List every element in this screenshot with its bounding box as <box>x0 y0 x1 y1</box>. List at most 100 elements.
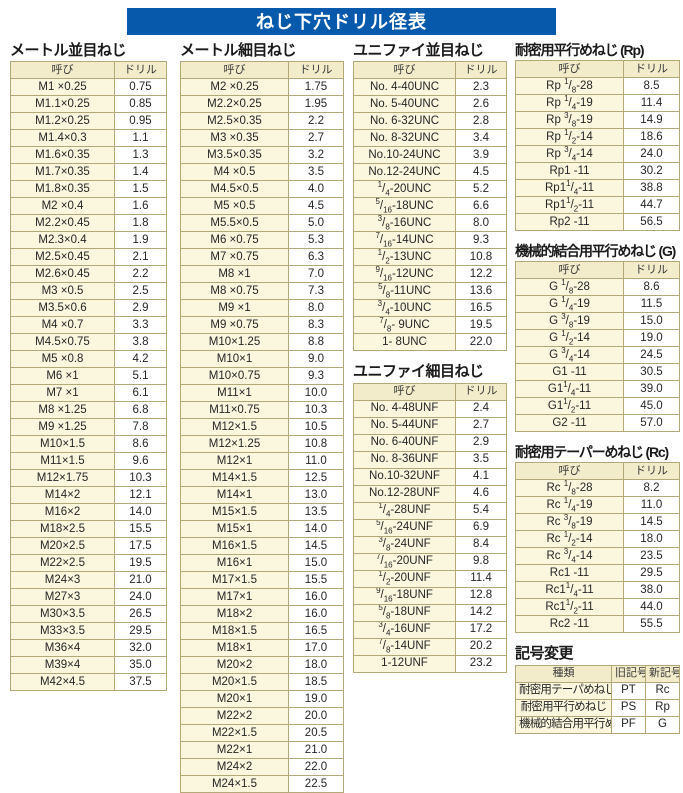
cell-drill-diameter: 3.9 <box>455 146 507 165</box>
section-title-rp: 耐密用平行めねじ (Rp) <box>515 42 644 58</box>
cell-thread-name: 3/4-10UNC <box>353 299 456 318</box>
table-rc: 呼び ドリル Rc 1/8-28 8.2 Rc 1/4-19 11.0 Rc 3/8-1… <box>515 462 680 634</box>
col-header-name: 呼び <box>353 61 456 80</box>
table-row: Rc 1/2-14 18.0 <box>515 530 680 549</box>
cell-thread-name: No. 5-40UNC <box>353 95 456 114</box>
cell-drill-diameter: 5.0 <box>288 214 344 233</box>
cell-thread-name: M14×2 <box>10 486 115 505</box>
table-unc: 呼び ドリル No. 4-40UNC 2.3 No. 5-40UNC 2.6 No. 6… <box>353 61 507 352</box>
cell-thread-name: No.12-28UNF <box>353 484 456 503</box>
table-row: M16×1.5 14.5 <box>180 537 344 556</box>
cell-drill-diameter: 12.8 <box>455 586 507 605</box>
cell-drill-diameter: 2.9 <box>114 299 167 318</box>
cell-thread-name: M2.2×0.45 <box>10 214 115 233</box>
cell-thread-name: Rc2 -11 <box>515 615 624 634</box>
cell-drill-diameter: 11.5 <box>623 295 680 314</box>
cell-drill-diameter: 8.3 <box>288 316 344 335</box>
table-row: M6 ×1 5.1 <box>10 367 167 386</box>
table-row: G 1/8-28 8.6 <box>515 278 680 297</box>
table-row: 1-12UNF 23.2 <box>353 654 507 673</box>
table-row: M2.2×0.25 1.95 <box>180 95 344 114</box>
col-header-drill: ドリル <box>623 60 680 79</box>
cell-thread-name: 9/16-12UNC <box>353 265 456 284</box>
cell-thread-name: M4 ×0.5 <box>180 163 289 182</box>
table-row: M1.6×0.35 1.3 <box>10 146 167 165</box>
col-header-name: 呼び <box>515 462 624 481</box>
cell-old-symbol: PT <box>611 681 646 700</box>
cell-thread-name: M5.5×0.5 <box>180 214 289 233</box>
cell-drill-diameter: 26.5 <box>114 605 167 624</box>
cell-drill-diameter: 3.3 <box>114 316 167 335</box>
cell-thread-name: M12×1 <box>180 452 289 471</box>
cell-drill-diameter: 30.5 <box>623 363 680 382</box>
table-row: M4.5×0.75 3.8 <box>10 333 167 352</box>
cell-thread-name: M7 ×0.75 <box>180 248 289 267</box>
cell-drill-diameter: 2.5 <box>114 282 167 301</box>
cell-thread-name: G11/4-11 <box>515 380 624 399</box>
cell-thread-name: M9 ×1 <box>180 299 289 318</box>
cell-drill-diameter: 9.0 <box>288 350 344 369</box>
cell-drill-diameter: 8.0 <box>455 214 507 233</box>
cell-drill-diameter: 5.3 <box>288 231 344 250</box>
cell-drill-diameter: 2.1 <box>114 248 167 267</box>
cell-thread-name: M30×3.5 <box>10 605 115 624</box>
section-title-g: 機械的結合用平行めねじ (G) <box>515 243 676 260</box>
cell-drill-diameter: 1.8 <box>114 214 167 233</box>
cell-thread-name: Rp 3/8-19 <box>515 111 624 130</box>
cell-thread-name: 5/16-24UNF <box>353 518 456 537</box>
cell-thread-name: M2 ×0.4 <box>10 197 115 216</box>
cell-old-symbol: PS <box>611 698 646 717</box>
table-row: M20×1 19.0 <box>180 690 344 709</box>
cell-thread-name: 3/8-24UNF <box>353 535 456 554</box>
cell-drill-diameter: 15.0 <box>623 312 680 331</box>
table-row: M2 ×0.25 1.75 <box>180 78 344 97</box>
cell-drill-diameter: 8.5 <box>623 77 680 96</box>
table-row: M10×1.25 8.8 <box>180 333 344 352</box>
cell-thread-name: M1.4×0.3 <box>10 129 115 148</box>
spacer <box>515 432 683 444</box>
cell-thread-name: M1.2×0.25 <box>10 112 115 131</box>
cell-thread-kind: 機械的結合用平行めねじ <box>515 715 612 734</box>
col-header-drill: ドリル <box>455 61 507 80</box>
table-row: M24×2 22.0 <box>180 758 344 777</box>
cell-drill-diameter: 15.5 <box>288 571 344 590</box>
table-row: 7/8- 9UNC 19.5 <box>353 316 507 335</box>
cell-thread-name: Rc1 -11 <box>515 564 624 583</box>
cell-thread-name: M1.7×0.35 <box>10 163 115 182</box>
table-row: M11×1.5 9.6 <box>10 452 167 471</box>
table-body: No. 4-48UNF 2.4 No. 5-44UNF 2.7 No. 6-40UNF 2… <box>353 399 507 673</box>
table-row: M2.6×0.45 2.2 <box>10 265 167 284</box>
cell-drill-diameter: 19.0 <box>623 329 680 348</box>
col-header-drill: ドリル <box>623 462 680 481</box>
cell-thread-name: M22×2.5 <box>10 554 115 573</box>
table-g: 呼び ドリル G 1/8-28 8.6 G 1/4-19 11.5 G 3/8-19 15… <box>515 261 680 433</box>
cell-thread-name: M1 ×0.25 <box>10 78 115 97</box>
table-row: No. 6-40UNF 2.9 <box>353 433 507 452</box>
cell-drill-diameter: 16.0 <box>288 605 344 624</box>
table-row: M20×2.5 17.5 <box>10 537 167 556</box>
cell-drill-diameter: 11.0 <box>623 496 680 515</box>
cell-drill-diameter: 8.4 <box>455 535 507 554</box>
table-row: M15×1.5 13.5 <box>180 503 344 522</box>
table-row: M18×1.5 16.5 <box>180 622 344 641</box>
table-body: 耐密用テーパめねじPTRc耐密用平行めねじPSRp機械的結合用平行めねじPFG <box>515 681 680 734</box>
cell-drill-diameter: 7.8 <box>114 418 167 437</box>
table-row: Rp 1/8-28 8.5 <box>515 77 680 96</box>
cell-old-symbol: PF <box>611 715 646 734</box>
table-row: 機械的結合用平行めねじPFG <box>515 715 680 734</box>
table-row: M22×1 21.0 <box>180 741 344 760</box>
table-row: M3 ×0.35 2.7 <box>180 129 344 148</box>
cell-drill-diameter: 35.0 <box>114 656 167 675</box>
table-row: M20×1.5 18.5 <box>180 673 344 692</box>
cell-drill-diameter: 12.5 <box>288 469 344 488</box>
table-row: G11/4-11 39.0 <box>515 380 680 399</box>
cell-drill-diameter: 12.1 <box>114 486 167 505</box>
cell-thread-kind: 耐密用テーパめねじ <box>515 681 612 700</box>
cell-thread-name: M15×1 <box>180 520 289 539</box>
cell-thread-name: G1 -11 <box>515 363 624 382</box>
cell-thread-name: 5/8-18UNF <box>353 603 456 622</box>
table-row: G 1/2-14 19.0 <box>515 329 680 348</box>
table-row: M17×1.5 15.5 <box>180 571 344 590</box>
cell-thread-name: Rp 1/4-19 <box>515 94 624 113</box>
cell-thread-name: M27×3 <box>10 588 115 607</box>
